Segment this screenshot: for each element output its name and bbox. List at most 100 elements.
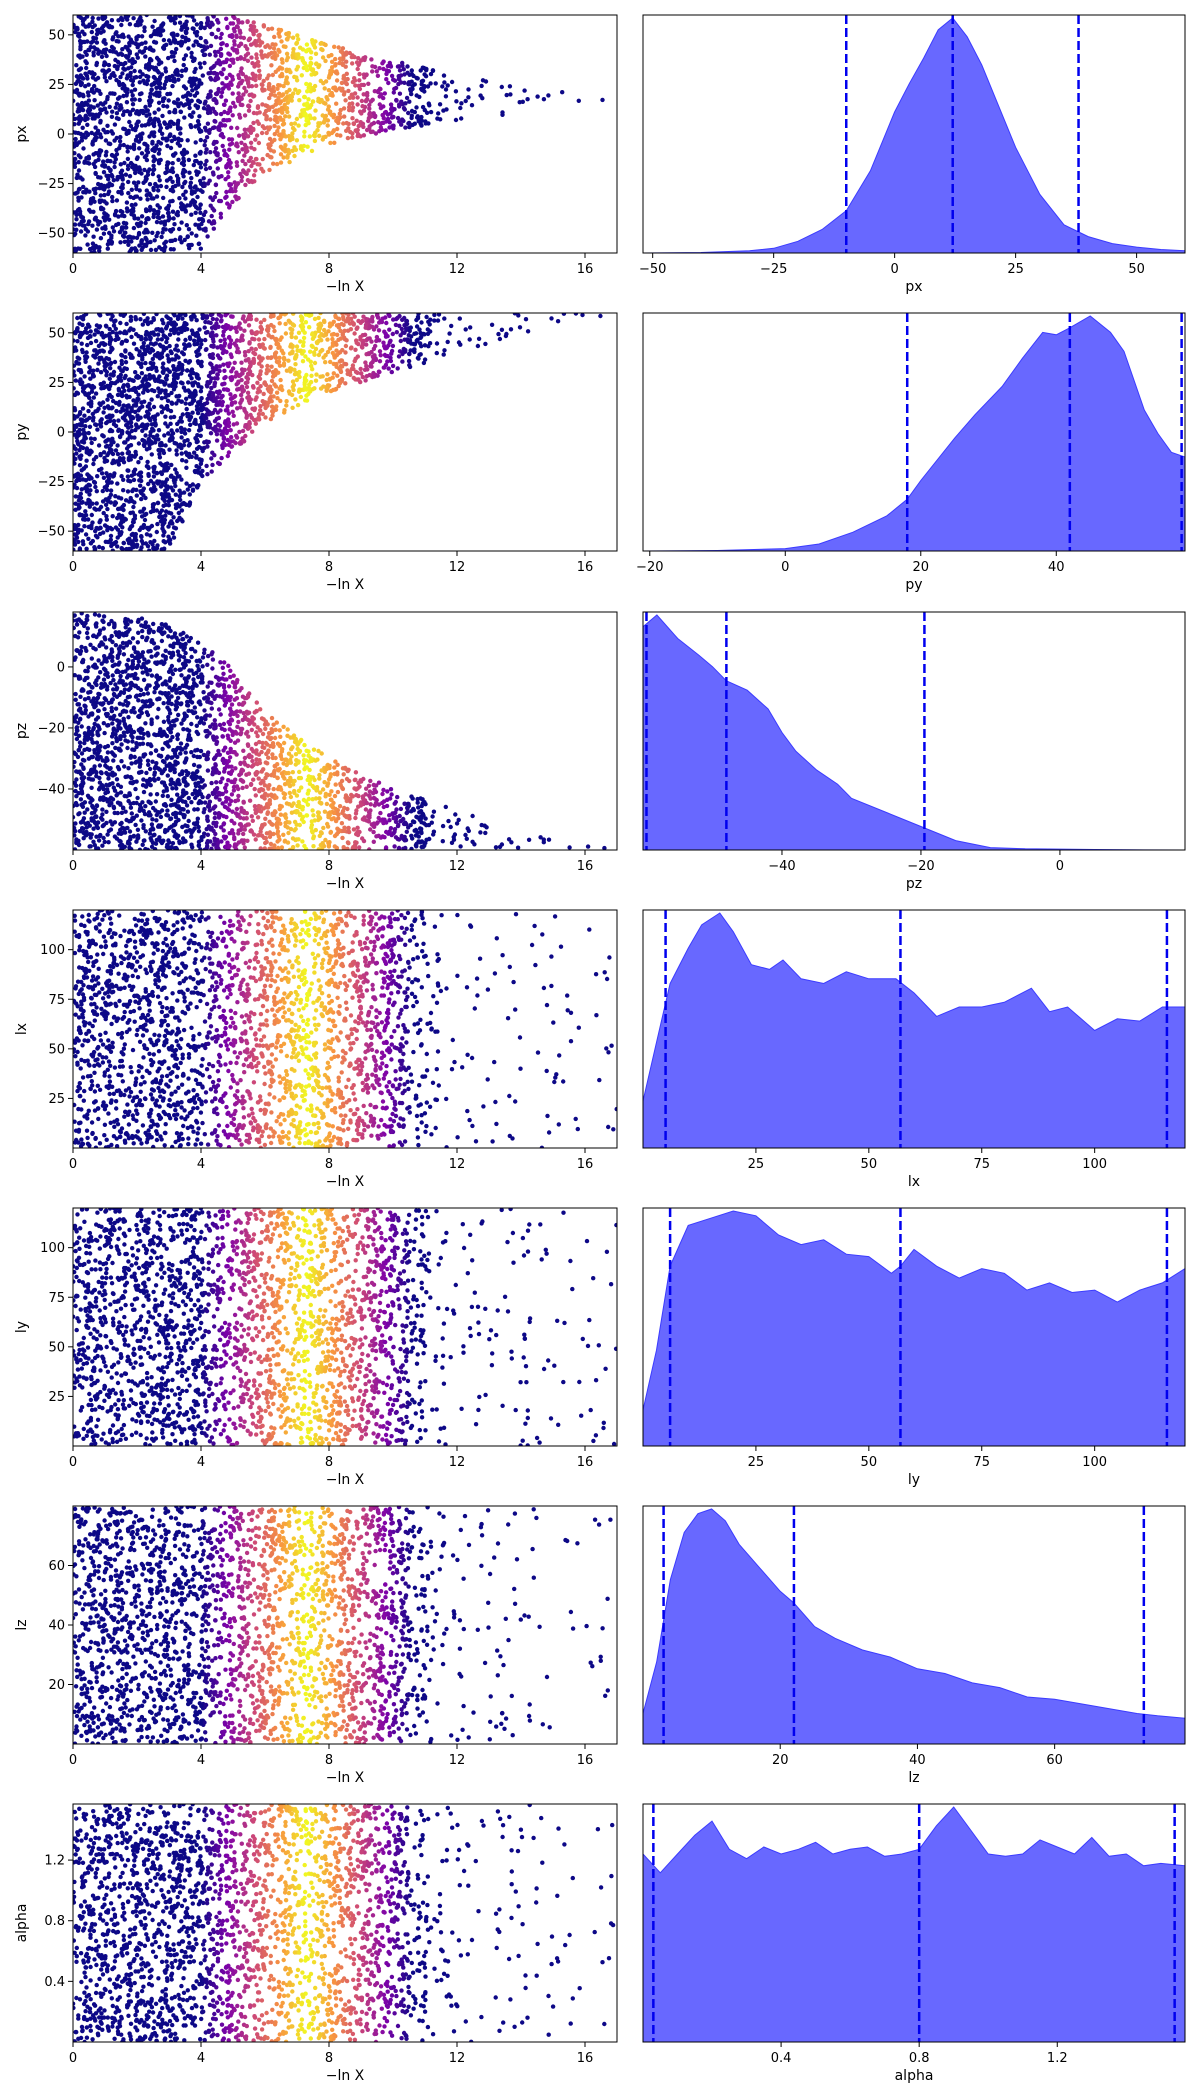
scatter-point: [389, 115, 395, 120]
scatter-point: [165, 205, 171, 210]
scatter-point: [242, 135, 247, 141]
scatter-point: [189, 189, 195, 194]
scatter-point: [203, 39, 208, 44]
scatter-point: [181, 56, 187, 62]
scatter-point: [213, 91, 219, 97]
scatter-point: [142, 351, 148, 357]
scatter-point: [387, 327, 392, 332]
scatter-point: [294, 116, 300, 122]
scatter-point: [163, 494, 169, 499]
scatter-point: [167, 369, 172, 374]
scatter-point: [329, 65, 335, 70]
scatter-point: [91, 105, 97, 110]
scatter-point: [196, 98, 201, 104]
scatter-point: [339, 80, 345, 86]
scatter-point: [92, 332, 97, 337]
scatter-point: [253, 137, 258, 142]
scatter-point: [560, 90, 565, 95]
scatter-point: [105, 213, 110, 218]
scatter-point: [85, 242, 90, 247]
scatter-point: [116, 462, 122, 467]
scatter-point: [236, 150, 241, 155]
scatter-point: [150, 24, 155, 29]
scatter-point: [475, 343, 481, 349]
scatter-point: [164, 184, 169, 190]
scatter-point: [124, 321, 129, 327]
scatter-point: [153, 423, 158, 428]
scatter-point: [194, 85, 199, 91]
scatter-point: [130, 97, 135, 102]
scatter-point: [272, 137, 277, 143]
scatter-point: [328, 109, 333, 114]
scatter-point: [163, 462, 168, 467]
scatter-point: [160, 131, 165, 136]
scatter-point: [113, 57, 118, 63]
scatter-point: [516, 313, 521, 318]
scatter-point: [194, 353, 200, 358]
scatter-point: [271, 46, 277, 51]
scatter-point: [325, 337, 330, 342]
scatter-point: [357, 78, 362, 83]
scatter-point: [268, 313, 274, 316]
scatter-point: [250, 159, 255, 165]
scatter-point: [92, 188, 98, 193]
scatter-point: [344, 120, 349, 126]
scatter-point: [422, 332, 427, 337]
scatter-point: [176, 510, 181, 516]
scatter-point: [156, 188, 161, 193]
scatter-point: [256, 33, 262, 39]
scatter-point: [138, 470, 144, 475]
scatter-point: [442, 316, 447, 321]
scatter-point: [99, 341, 104, 346]
scatter-point: [140, 322, 145, 327]
scatter-point: [179, 73, 184, 79]
y-axis-label: px: [14, 125, 30, 142]
scatter-point: [272, 34, 277, 40]
scatter-point: [142, 25, 147, 30]
scatter-point: [156, 428, 162, 433]
scatter-point: [131, 225, 137, 231]
scatter-point: [436, 313, 442, 317]
scatter-point: [89, 525, 94, 531]
scatter-point: [73, 122, 77, 127]
scatter-point: [520, 99, 525, 105]
scatter-point: [202, 52, 208, 57]
scatter-point: [396, 76, 402, 81]
scatter-point: [307, 105, 313, 110]
scatter-point: [165, 353, 170, 358]
scatter-point: [136, 139, 142, 144]
scatter-point: [523, 317, 529, 322]
scatter-point: [248, 23, 254, 29]
scatter-point: [249, 329, 254, 334]
scatter-point: [386, 366, 391, 371]
scatter-point: [246, 349, 251, 354]
scatter-point: [164, 138, 169, 143]
scatter-point: [166, 499, 171, 504]
scatter-point: [192, 450, 197, 455]
scatter-point: [222, 148, 227, 153]
scatter-point: [419, 79, 424, 84]
scatter-point: [172, 357, 177, 362]
scatter-point: [128, 457, 133, 462]
scatter-point: [98, 101, 104, 106]
scatter-point: [365, 367, 370, 372]
scatter-point: [419, 114, 424, 120]
scatter-point: [280, 60, 285, 65]
scatter-point: [504, 331, 509, 337]
scatter-point: [125, 156, 131, 162]
scatter-point: [125, 73, 130, 78]
scatter-point: [167, 438, 172, 443]
scatter-point: [334, 352, 340, 358]
scatter-point: [300, 315, 305, 321]
scatter-point: [100, 68, 105, 73]
scatter-point: [276, 83, 281, 88]
scatter-point: [141, 340, 146, 346]
scatter-point: [157, 122, 162, 128]
scatter-point: [176, 40, 181, 46]
scatter-point: [219, 72, 225, 77]
scatter-point: [128, 208, 134, 213]
scatter-point: [318, 349, 323, 354]
scatter-point: [356, 56, 361, 61]
scatter-point: [97, 313, 102, 317]
scatter-point: [108, 366, 113, 371]
